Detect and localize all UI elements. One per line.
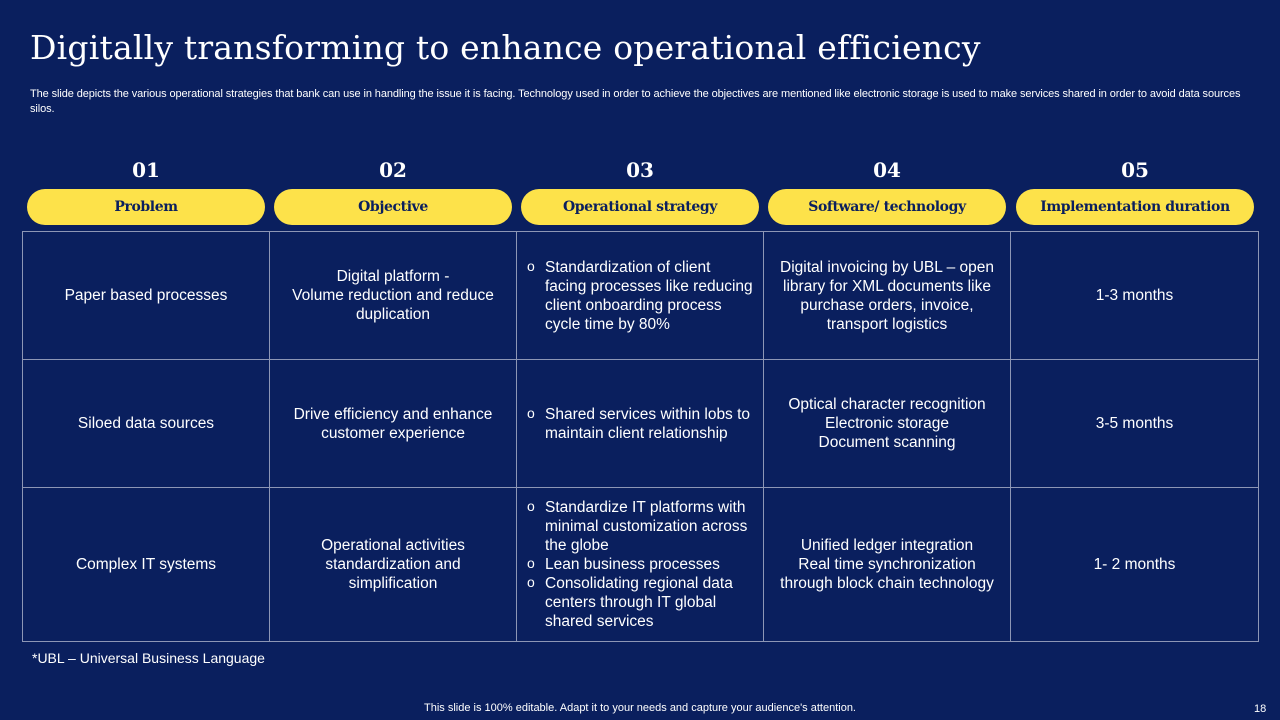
technology-line: Electronic storage [824, 415, 950, 432]
technology-line: through block chain technology [780, 575, 994, 592]
strategy-bullet: Standardize IT platforms with minimal cu… [527, 497, 755, 555]
objective-line: Digital platform - [336, 268, 450, 285]
strategy-bullet: Consolidating regional data centers thro… [527, 573, 755, 631]
strategy-cell: Standardize IT platforms with minimal cu… [516, 487, 764, 642]
problem-cell: Paper based processes [22, 231, 270, 360]
problem-cell: Siloed data sources [22, 359, 270, 488]
column-header-operational-strategy: Operational strategy [521, 189, 759, 225]
column-header-implementation-duration: Implementation duration [1016, 189, 1254, 225]
technology-line: Optical character recognition [788, 396, 986, 413]
objective-line: simplification [348, 575, 438, 592]
objective-cell: Drive efficiency and enhance customer ex… [269, 359, 517, 488]
column-header-problem: Problem [27, 189, 265, 225]
technology-cell: Optical character recognition Electronic… [763, 359, 1011, 488]
footer-text: This slide is 100% editable. Adapt it to… [424, 702, 856, 714]
column-number-4: 04 [873, 158, 901, 182]
table-row: Siloed data sources Drive efficiency and… [22, 359, 1259, 488]
column-header-software-technology: Software/ technology [768, 189, 1006, 225]
slide-title: Digitally transforming to enhance operat… [30, 28, 981, 67]
strategy-bullet: Standardization of client facing process… [527, 257, 755, 334]
objective-line: Drive efficiency and enhance [293, 405, 493, 423]
column-number-3: 03 [626, 158, 654, 182]
technology-line: Digital invoicing by UBL – open library … [780, 259, 994, 333]
duration-cell: 1-3 months [1010, 231, 1259, 360]
column-number-5: 05 [1121, 158, 1149, 182]
footnote: *UBL – Universal Business Language [32, 650, 265, 666]
duration-cell: 3-5 months [1010, 359, 1259, 488]
technology-line: Real time synchronization [798, 556, 976, 573]
strategy-table: Paper based processes Digital platform -… [22, 231, 1259, 642]
technology-cell: Unified ledger integration Real time syn… [763, 487, 1011, 642]
table-row: Paper based processes Digital platform -… [22, 231, 1259, 360]
strategy-bullet: Shared services within lobs to maintain … [527, 404, 755, 443]
objective-line: duplication [355, 306, 431, 323]
objective-line: customer experience [321, 424, 465, 442]
slide-subtitle: The slide depicts the various operationa… [30, 88, 1241, 115]
objective-line: Volume reduction and reduce [292, 287, 494, 304]
table-row: Complex IT systems Operational activitie… [22, 487, 1259, 642]
technology-line: Unified ledger integration [800, 537, 974, 554]
objective-line: standardization and [325, 556, 461, 573]
objective-line: Operational activities [321, 537, 465, 554]
strategy-cell: Standardization of client facing process… [516, 231, 764, 360]
problem-cell: Complex IT systems [22, 487, 270, 642]
column-number-1: 01 [132, 158, 160, 182]
page-number: 18 [1254, 703, 1267, 715]
objective-cell: Operational activities standardization a… [269, 487, 517, 642]
column-header-objective: Objective [274, 189, 512, 225]
strategy-bullet: Lean business processes [527, 554, 755, 574]
duration-cell: 1- 2 months [1010, 487, 1259, 642]
objective-cell: Digital platform - Volume reduction and … [269, 231, 517, 360]
column-number-2: 02 [379, 158, 407, 182]
technology-cell: Digital invoicing by UBL – open library … [763, 231, 1011, 360]
technology-line: Document scanning [818, 434, 956, 451]
strategy-cell: Shared services within lobs to maintain … [516, 359, 764, 488]
